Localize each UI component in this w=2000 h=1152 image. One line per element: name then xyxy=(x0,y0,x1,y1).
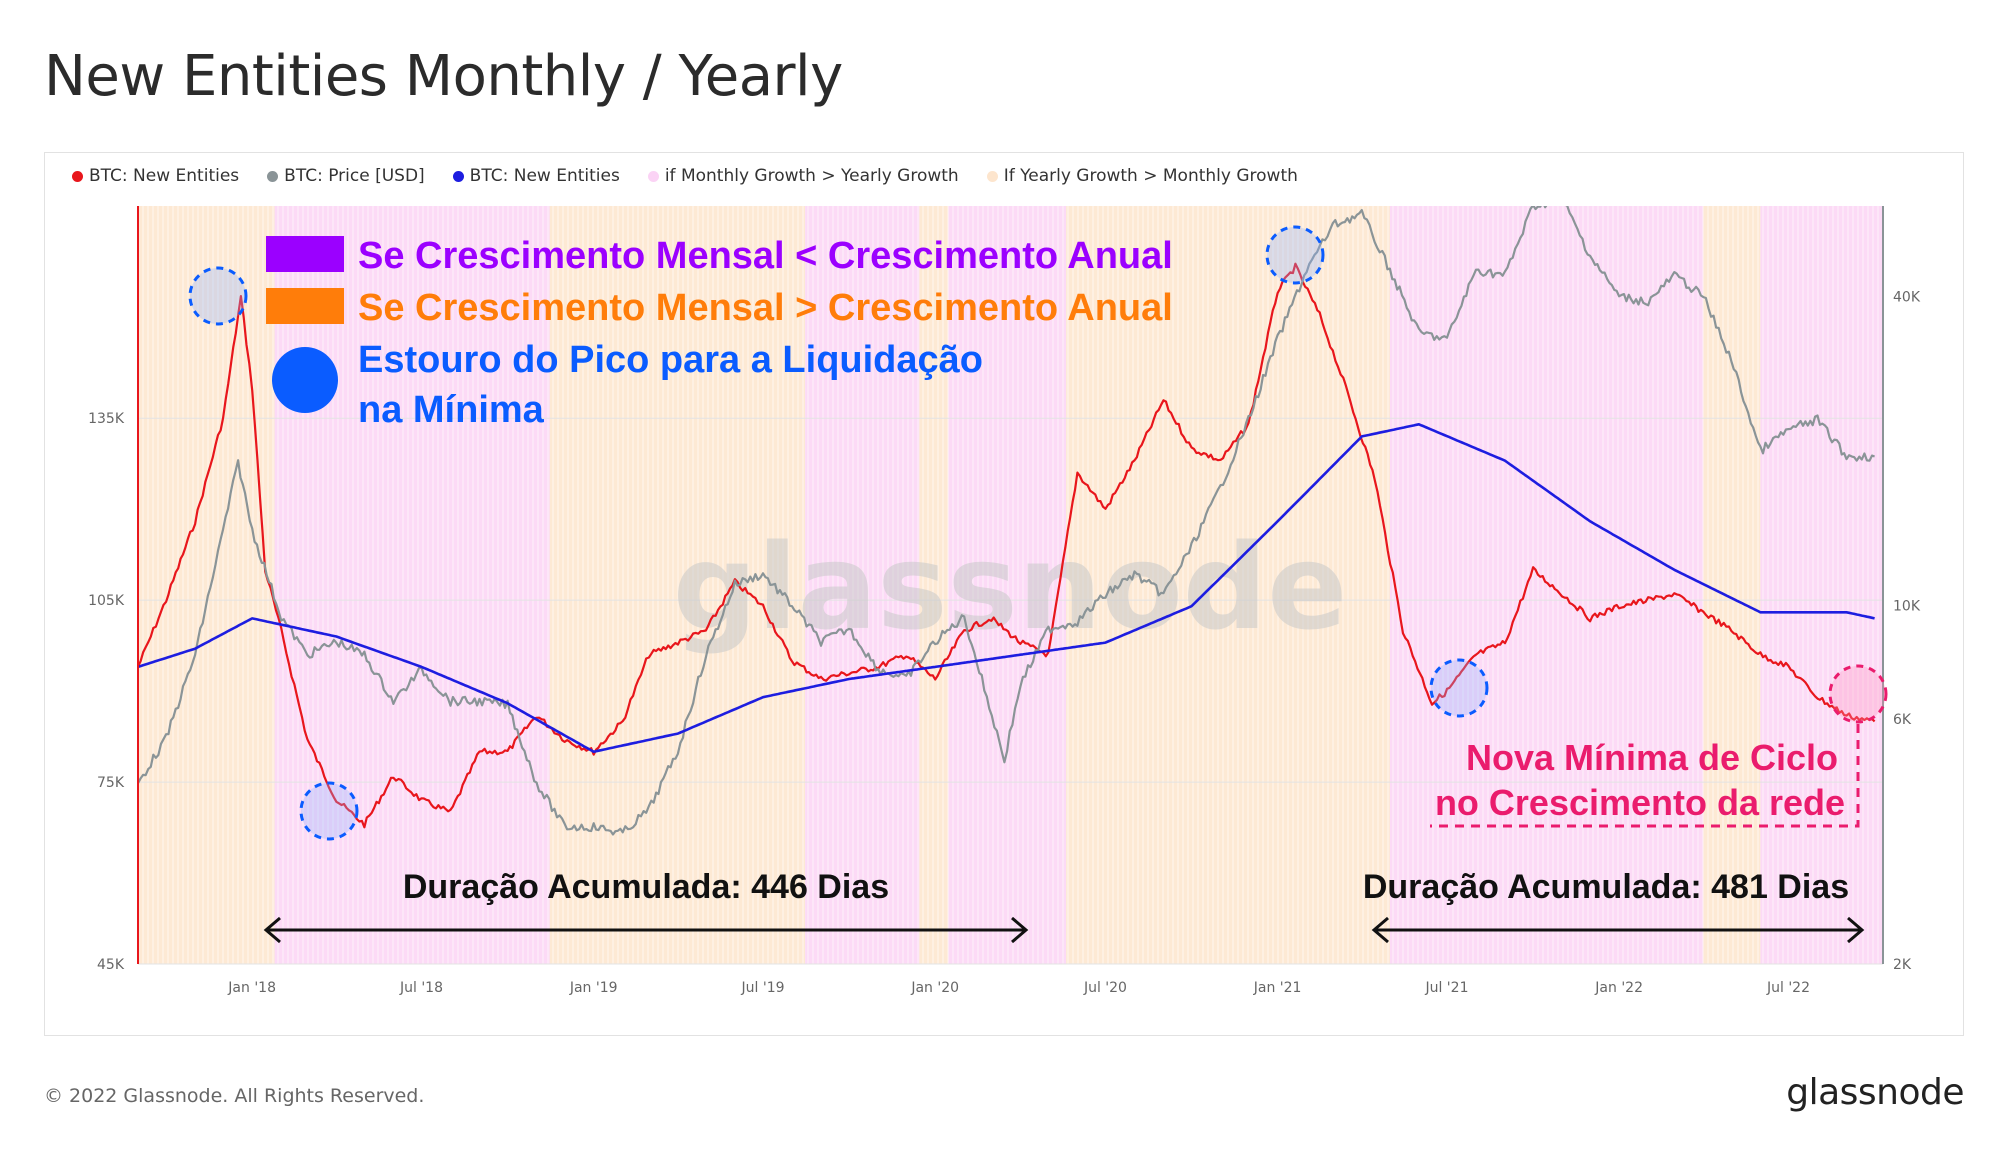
legend-swatch xyxy=(72,170,83,182)
y-left-tick-label: 105K xyxy=(88,593,125,609)
duration-arrow-2 xyxy=(1371,916,1865,944)
axes: 45K 75K 105K 135K 2K 6K 10K 40K Jan '18 Jul '18 Ja… xyxy=(88,206,1921,996)
y-right-tick-label: 40K xyxy=(1893,289,1921,305)
arrow-head-left xyxy=(263,916,281,944)
key-swatch-monthly-gt xyxy=(266,288,344,324)
legend-item-new-entities[interactable]: BTC: New Entities xyxy=(72,166,239,186)
chart-frame xyxy=(44,152,1964,1036)
duration-arrow-1 xyxy=(263,916,1029,944)
key-swatch-peak xyxy=(272,347,338,413)
new-low-label-line1: Nova Mínima de Ciclo xyxy=(1466,737,1838,778)
legend-label: BTC: New Entities xyxy=(469,166,620,186)
key-label-monthly-gt: Se Crescimento Mensal > Crescimento Anua… xyxy=(358,287,1173,329)
annotations: Se Crescimento Mensal < Crescimento Anua… xyxy=(188,225,1888,944)
region-bands xyxy=(138,206,1883,964)
chart-legend: BTC: New Entities BTC: Price [USD] BTC: … xyxy=(72,166,1298,186)
duration-label-2: Duração Acumulada: 481 Dias xyxy=(1363,868,1849,906)
region-band xyxy=(805,206,920,964)
region-stripes xyxy=(138,206,1879,964)
legend-item-price[interactable]: BTC: Price [USD] xyxy=(267,166,425,186)
glassnode-logo[interactable]: glassnode xyxy=(1786,1072,1964,1113)
x-tick-label: Jul '18 xyxy=(399,980,443,996)
legend-label: If Yearly Growth > Monthly Growth xyxy=(1003,166,1298,186)
series-line-new-entities xyxy=(138,262,1876,829)
legend-item-yearly-gt-monthly[interactable]: If Yearly Growth > Monthly Growth xyxy=(986,166,1298,186)
region-band xyxy=(1389,206,1704,964)
legend-label: BTC: New Entities xyxy=(89,166,240,186)
y-right-tick-label: 6K xyxy=(1893,712,1912,728)
y-left-tick-label: 75K xyxy=(97,775,125,791)
y-right-tick-label: 2K xyxy=(1893,957,1912,973)
duration-label-1: Duração Acumulada: 446 Dias xyxy=(403,868,889,906)
x-tick-label: Jan '21 xyxy=(1253,980,1302,996)
peak-marker-2017 xyxy=(188,266,248,326)
trough-marker-2018 xyxy=(299,781,359,841)
key-label-monthly-lt: Se Crescimento Mensal < Crescimento Anua… xyxy=(358,235,1173,277)
x-tick-label: Jan '22 xyxy=(1594,980,1643,996)
legend-item-new-entities-avg[interactable]: BTC: New Entities xyxy=(452,166,620,186)
gridlines xyxy=(138,417,1883,965)
x-tick-label: Jul '19 xyxy=(741,980,785,996)
footer-copyright: © 2022 Glassnode. All Rights Reserved. xyxy=(44,1085,425,1107)
arrow-head-left xyxy=(1371,916,1389,944)
new-low-marker-2022 xyxy=(1828,664,1888,724)
legend-label: if Monthly Growth > Yearly Growth xyxy=(664,166,959,186)
x-tick-label: Jan '20 xyxy=(910,980,959,996)
legend-label: BTC: Price [USD] xyxy=(284,166,425,186)
x-tick-label: Jul '22 xyxy=(1766,980,1810,996)
series-line-new-entities-average xyxy=(138,423,1875,754)
page-title: New Entities Monthly / Yearly xyxy=(44,44,843,109)
region-band xyxy=(1703,206,1761,964)
y-left-tick-label: 45K xyxy=(97,957,125,973)
new-low-label-line2: no Crescimento da rede xyxy=(1435,782,1845,823)
peak-marker-2021 xyxy=(1265,225,1325,285)
y-right-tick-label: 10K xyxy=(1893,598,1921,614)
key-swatch-monthly-lt xyxy=(266,236,344,272)
region-band xyxy=(138,206,275,964)
legend-swatch xyxy=(986,170,998,182)
key-label-peak-line2: na Mínima xyxy=(358,389,545,431)
new-low-callout-line xyxy=(1430,724,1860,828)
arrow-head-right xyxy=(1011,916,1029,944)
x-tick-label: Jan '18 xyxy=(227,980,276,996)
series-line-price xyxy=(138,206,1875,836)
x-tick-label: Jan '19 xyxy=(569,980,618,996)
legend-swatch xyxy=(647,170,659,182)
x-tick-label: Jul '21 xyxy=(1424,980,1468,996)
legend-swatch xyxy=(452,170,464,182)
x-tick-label: Jul '20 xyxy=(1083,980,1127,996)
trough-marker-2021 xyxy=(1429,658,1489,718)
arrow-head-right xyxy=(1847,916,1865,944)
y-left-tick-label: 135K xyxy=(88,411,125,427)
series-lines xyxy=(138,206,1876,836)
legend-swatch xyxy=(267,170,279,182)
legend-item-monthly-gt-yearly[interactable]: if Monthly Growth > Yearly Growth xyxy=(647,166,959,186)
key-label-peak-line1: Estouro do Pico para a Liquidação xyxy=(358,339,983,381)
region-band xyxy=(1760,206,1883,964)
